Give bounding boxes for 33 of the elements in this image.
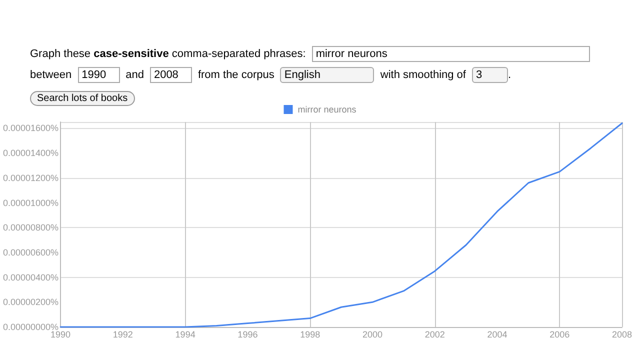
x-tick-label: 1998 — [300, 330, 320, 340]
text: from the corpus — [198, 69, 274, 81]
y-tick-label: 0.00001600% — [2, 123, 59, 134]
text: with smoothing of — [380, 69, 466, 81]
y-tick-label: 0.00000800% — [2, 222, 59, 233]
text-field: 1990 — [78, 67, 120, 83]
line-series — [60, 122, 623, 328]
button: Search lots of books — [30, 91, 135, 106]
x-tick-label: 1992 — [112, 330, 133, 340]
x-tick-label: 1994 — [175, 330, 196, 340]
text-field: 2008 — [150, 67, 192, 83]
x-tick-label: 2000 — [362, 330, 382, 340]
y-tick-label: 0.00001000% — [2, 198, 59, 208]
legend-label: mirror neurons — [298, 104, 357, 114]
y-tick-label: 0.00000600% — [2, 247, 59, 258]
y-tick-label: 0.00000000% — [2, 322, 59, 332]
text: . — [508, 69, 512, 81]
x-tick-label: 1996 — [238, 330, 258, 340]
text: Graph these case-sensitive comma-separated phrases: — [30, 48, 306, 60]
x-tick-label: 1990 — [50, 330, 71, 340]
dropdown-field: English — [280, 67, 374, 83]
dropdown-field: 3 — [472, 67, 508, 83]
y-tick-label: 0.00001400% — [2, 148, 59, 158]
x-tick-label: 2002 — [424, 330, 445, 340]
x-tick-label: 2008 — [612, 330, 632, 340]
text: between — [30, 69, 72, 81]
x-tick-label: 2006 — [550, 330, 570, 340]
y-tick-label: 0.00001200% — [2, 172, 59, 183]
x-tick-label: 2004 — [487, 330, 508, 340]
text: and — [126, 69, 144, 81]
text-field: mirror neurons — [312, 46, 590, 62]
y-tick-label: 0.00000400% — [2, 272, 59, 282]
y-tick-label: 0.00000200% — [2, 297, 59, 308]
